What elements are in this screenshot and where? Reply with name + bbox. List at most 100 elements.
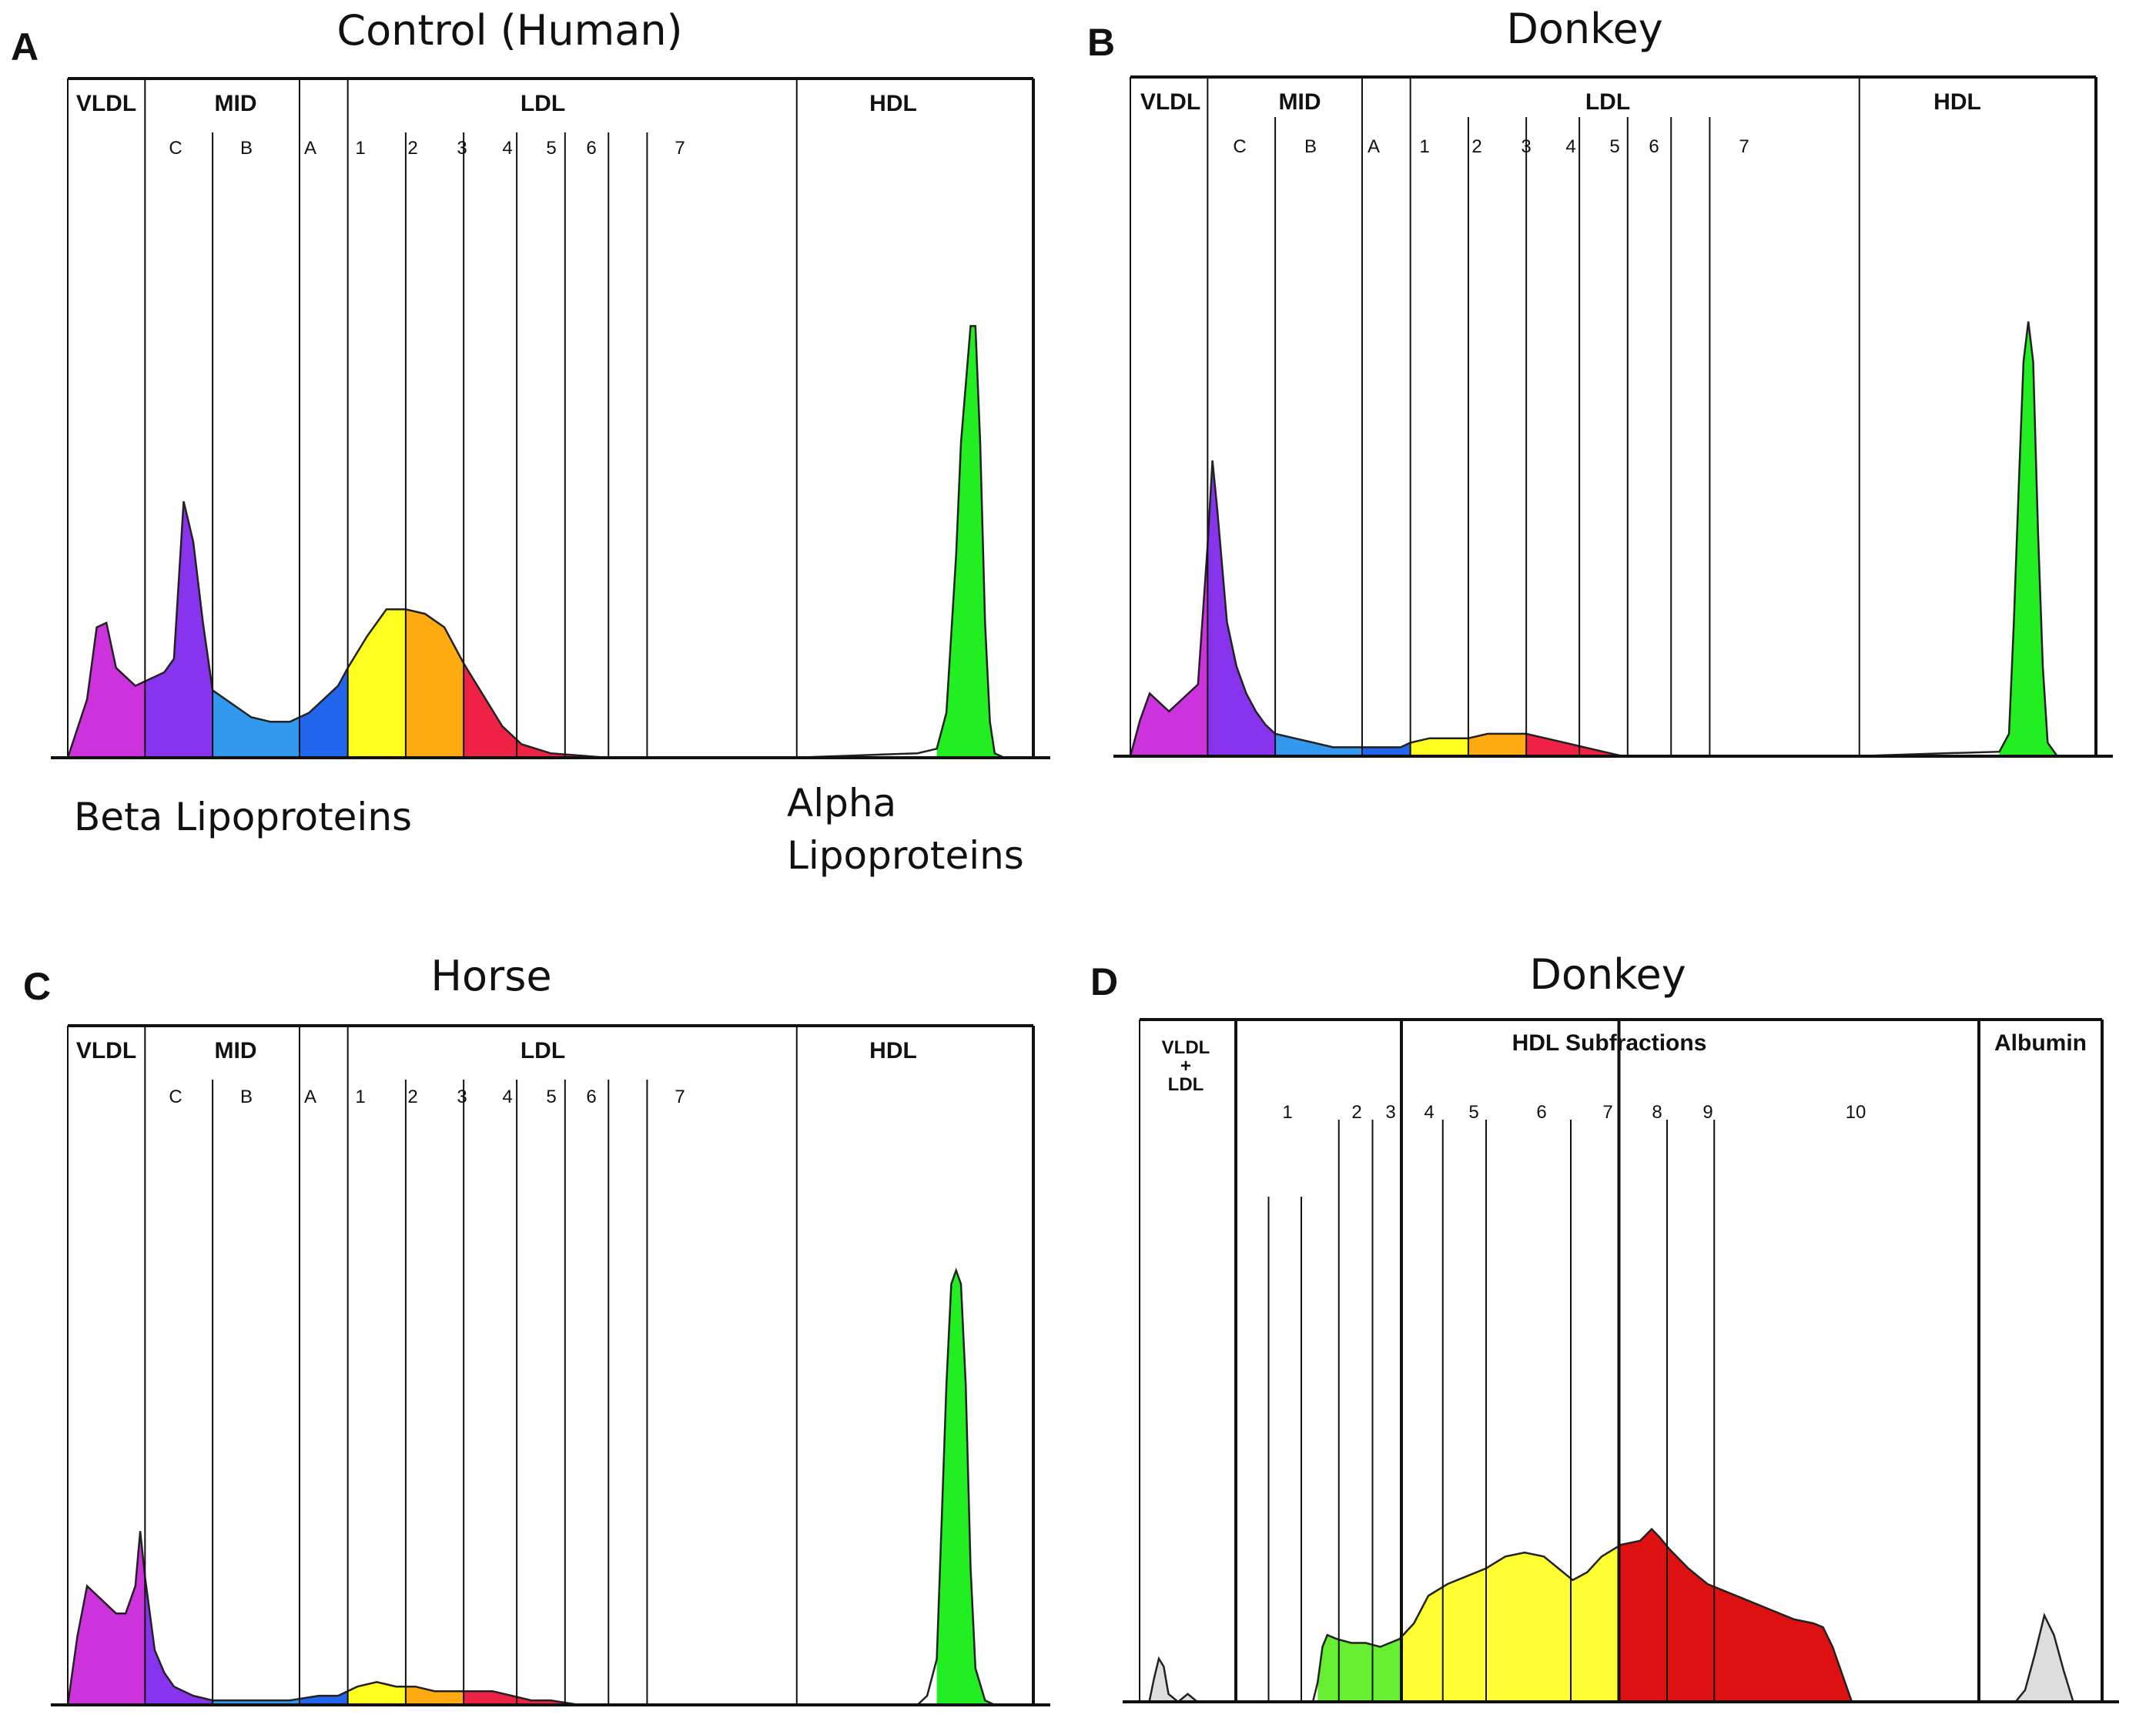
- panel-b-sub-4: 4: [1565, 136, 1575, 157]
- panel-a-annotation-beta: Beta Lipoproteins: [74, 795, 412, 839]
- panel-c-sub-c: C: [169, 1087, 182, 1107]
- panel-a-sub-4: 4: [502, 138, 512, 159]
- panel-d-region-vldl-ldl-2: +: [1180, 1056, 1191, 1077]
- panel-a-sub-6: 6: [586, 138, 596, 159]
- panel-b-sub-labels: C B A 1 2 3 4 5 6 7: [1233, 136, 1749, 157]
- panel-d-segment-2: [1317, 1635, 1401, 1702]
- panel-c-letter: C: [23, 965, 51, 1008]
- panel-b-segment-8: [1999, 321, 2096, 756]
- panel-a-region-ldl: LDL: [521, 91, 565, 116]
- panel-b-segment-2: [1207, 460, 1276, 756]
- panel-b-plot: [1113, 75, 2113, 758]
- panel-d-sub-5: 5: [1468, 1102, 1478, 1123]
- panel-b-sub-b: B: [1304, 136, 1317, 157]
- panel-b-region-hdl: HDL: [1933, 89, 1981, 115]
- panel-d-sub-1: 1: [1282, 1102, 1292, 1123]
- panel-b-segment-7: [1526, 733, 1672, 756]
- panel-a-sub-5: 5: [546, 138, 556, 159]
- panel-d-segment-3: [1401, 1546, 1619, 1702]
- panel-d-sub-7: 7: [1602, 1102, 1612, 1123]
- panel-a-sub-1: 1: [355, 138, 365, 159]
- panel-b-sub-7: 7: [1739, 136, 1749, 157]
- panel-d: D Donkey VLDL + LDL HDL Subfractions Alb…: [1090, 950, 2119, 1703]
- panel-a-sub-b: B: [240, 138, 253, 159]
- panel-c: C Horse VLDL MID LDL HDL C B A 1 2 3 4 5…: [23, 952, 1050, 1706]
- panel-d-sub-4: 4: [1424, 1102, 1434, 1123]
- panel-a-annotation-alpha-2: Lipoproteins: [787, 833, 1024, 878]
- panel-a-segment-5: [347, 609, 406, 758]
- panel-c-segment-1: [68, 1531, 146, 1705]
- panel-c-segment-5: [347, 1682, 406, 1705]
- panel-a-region-hdl: HDL: [869, 91, 917, 116]
- panel-d-letter: D: [1090, 960, 1118, 1003]
- panel-b-sub-a: A: [1368, 136, 1380, 157]
- panel-c-sub-5: 5: [546, 1087, 556, 1107]
- panel-c-segment-4: [300, 1691, 348, 1705]
- panel-d-sub-10: 10: [1846, 1102, 1866, 1123]
- panel-b-sub-2: 2: [1471, 136, 1481, 157]
- panel-c-plot: [51, 1024, 1050, 1706]
- panel-c-profile-line: [66, 1267, 1033, 1706]
- panel-b-sub-5: 5: [1609, 136, 1619, 157]
- panel-d-sub-labels: 1 2 3 4 5 6 7 8 9 10: [1282, 1102, 1866, 1123]
- panel-d-region-albumin: Albumin: [1994, 1030, 2087, 1056]
- panel-c-sub-6: 6: [586, 1087, 596, 1107]
- panel-c-sub-4: 4: [502, 1087, 512, 1107]
- panel-b-segment-6: [1468, 733, 1527, 756]
- panel-a-annotation-alpha-1: Alpha: [787, 781, 896, 826]
- panel-c-sub-labels: C B A 1 2 3 4 5 6 7: [169, 1087, 685, 1107]
- panel-b-sub-3: 3: [1521, 136, 1531, 157]
- panel-c-sub-2: 2: [407, 1087, 417, 1107]
- panel-d-sub-2: 2: [1351, 1102, 1361, 1123]
- panel-a-letter: A: [11, 25, 38, 69]
- panel-b-segment-4: [1362, 742, 1411, 756]
- panel-d-sub-8: 8: [1652, 1102, 1662, 1123]
- panel-a-sub-2: 2: [407, 138, 417, 159]
- panel-c-sub-a: A: [304, 1087, 316, 1107]
- panel-b-profile-line: [1129, 321, 2096, 758]
- panel-c-region-vldl: VLDL: [76, 1038, 136, 1063]
- panel-d-region-vldl-ldl-1: VLDL: [1162, 1037, 1210, 1058]
- panel-a-title: Control (Human): [336, 6, 682, 55]
- panel-d-plot: [1123, 1018, 2119, 1703]
- panel-a-segment-2: [145, 501, 213, 758]
- panel-c-title: Horse: [430, 952, 551, 1000]
- panel-a-region-vldl: VLDL: [76, 91, 136, 116]
- panel-d-sub-9: 9: [1702, 1102, 1712, 1123]
- panel-a-segment-1: [68, 622, 146, 758]
- panel-b-sub-1: 1: [1419, 136, 1429, 157]
- panel-c-region-ldl: LDL: [521, 1038, 565, 1063]
- panel-c-region-mid: MID: [215, 1038, 257, 1063]
- panel-b-title: Donkey: [1506, 5, 1662, 53]
- panel-b-region-ldl: LDL: [1585, 89, 1630, 115]
- panel-d-region-hdl-subfractions: HDL Subfractions: [1512, 1030, 1707, 1056]
- panel-c-sub-7: 7: [675, 1087, 685, 1107]
- panel-c-sub-b: B: [240, 1087, 253, 1107]
- panel-b-region-vldl: VLDL: [1140, 89, 1200, 115]
- panel-a-sub-7: 7: [675, 138, 685, 159]
- panel-a-segment-8: [936, 326, 1033, 758]
- panel-d-segment-4: [1619, 1529, 1852, 1702]
- panel-d-sub-6: 6: [1536, 1102, 1546, 1123]
- panel-a-plot: [51, 77, 1050, 759]
- panel-c-region-hdl: HDL: [869, 1038, 917, 1063]
- panel-a: A Control (Human) VLDL MID LDL HDL C B A…: [11, 6, 1050, 878]
- panel-a-segment-6: [405, 609, 464, 758]
- panel-d-sub-3: 3: [1385, 1102, 1395, 1123]
- panel-b-segment-1: [1130, 545, 1208, 756]
- panel-b-sub-c: C: [1233, 136, 1246, 157]
- panel-b: B Donkey VLDL MID LDL HDL C B A 1 2 3 4 …: [1087, 5, 2113, 758]
- panel-b-region-mid: MID: [1279, 89, 1321, 115]
- panel-a-region-mid: MID: [215, 91, 257, 116]
- panel-a-sub-c: C: [169, 138, 182, 159]
- panel-a-sub-a: A: [304, 138, 316, 159]
- panel-c-segment-6: [405, 1686, 464, 1705]
- panel-d-region-vldl-ldl-3: LDL: [1168, 1074, 1204, 1095]
- panel-b-sub-6: 6: [1649, 136, 1659, 157]
- panel-a-segment-4: [300, 668, 348, 758]
- panel-d-title: Donkey: [1529, 950, 1686, 999]
- panel-b-segment-5: [1410, 738, 1468, 756]
- panel-c-sub-3: 3: [457, 1087, 467, 1107]
- panel-c-segment-8: [936, 1270, 1033, 1705]
